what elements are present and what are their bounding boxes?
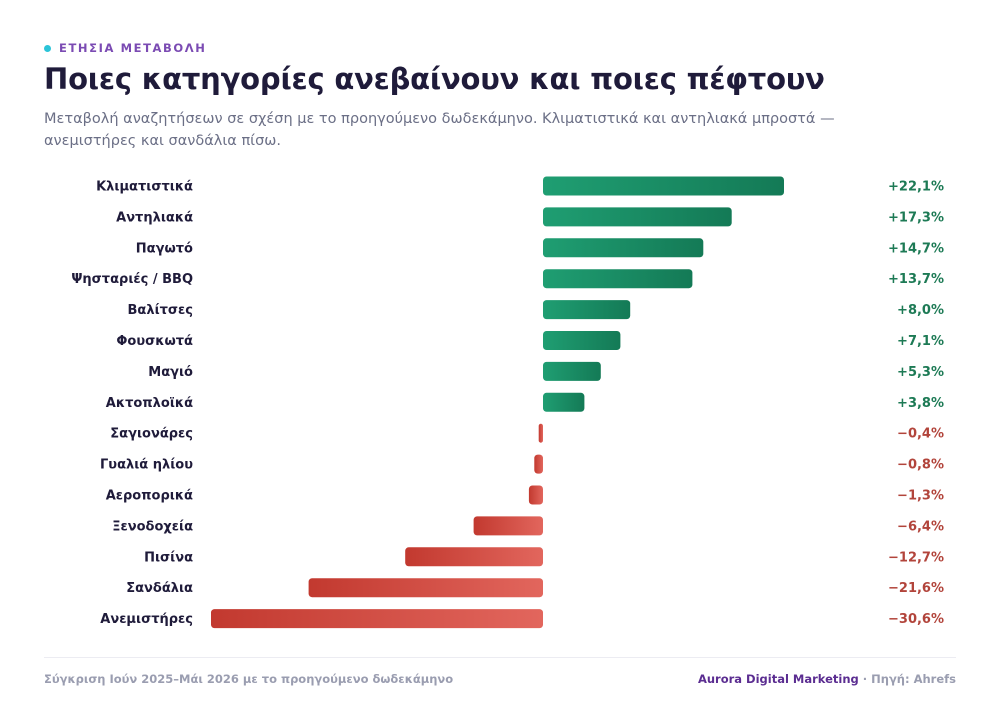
value-label: +22,1% bbox=[888, 180, 944, 195]
bar-chart: Κλιματιστικά +22,1% Αντηλιακά +17,3% Παγωτό +… bbox=[71, 176, 944, 629]
bar bbox=[211, 609, 543, 629]
category-label: Πισίνα bbox=[144, 550, 193, 565]
value-label: +3,8% bbox=[897, 396, 944, 411]
bar bbox=[543, 300, 631, 320]
brand-name: Aurora Digital Marketing bbox=[697, 672, 859, 686]
bars-group: Κλιματιστικά +22,1% Αντηλιακά +17,3% Παγωτό +… bbox=[71, 176, 944, 629]
category-label: Μαγιό bbox=[148, 365, 193, 380]
bar bbox=[543, 269, 693, 289]
footer-divider bbox=[44, 657, 956, 658]
bar bbox=[543, 238, 704, 258]
value-label: +7,1% bbox=[897, 334, 944, 349]
category-label: Ακτοπλοϊκά bbox=[106, 396, 193, 411]
bar bbox=[538, 423, 543, 443]
bar bbox=[528, 485, 543, 505]
value-label: −30,6% bbox=[888, 612, 944, 627]
eyebrow-label: ΕΤΗΣΙΑ ΜΕΤΑΒΟΛΗ bbox=[59, 41, 207, 55]
category-label: Κλιματιστικά bbox=[96, 180, 193, 195]
chart-title: Ποιες κατηγορίες ανεβαίνουν και ποιες πέ… bbox=[44, 62, 825, 96]
category-label: Ξενοδοχεία bbox=[112, 519, 193, 534]
bar bbox=[543, 176, 784, 196]
source-label: · Πηγή: Ahrefs bbox=[858, 672, 956, 686]
bar bbox=[473, 516, 543, 536]
category-label: Σανδάλια bbox=[126, 581, 193, 596]
value-label: −6,4% bbox=[897, 519, 944, 534]
value-label: −0,8% bbox=[897, 458, 944, 473]
category-label: Ανεμιστήρες bbox=[100, 612, 193, 627]
category-label: Παγωτό bbox=[136, 241, 193, 256]
bar bbox=[543, 207, 732, 227]
bar bbox=[534, 454, 543, 474]
category-label: Φουσκωτά bbox=[116, 334, 193, 349]
value-label: −1,3% bbox=[897, 489, 944, 504]
value-label: −12,7% bbox=[888, 550, 944, 565]
value-label: −21,6% bbox=[888, 581, 944, 596]
eyebrow-dot-icon bbox=[44, 44, 51, 52]
category-label: Αεροπορικά bbox=[106, 489, 193, 504]
value-label: +14,7% bbox=[888, 241, 944, 256]
bar bbox=[543, 331, 621, 350]
category-label: Αντηλιακά bbox=[116, 210, 193, 225]
bar bbox=[308, 578, 543, 598]
footer-period: Σύγκριση Ιούν 2025–Μάι 2026 με το προηγο… bbox=[44, 672, 454, 686]
value-label: −0,4% bbox=[897, 427, 944, 442]
category-label: Γυαλιά ηλίου bbox=[100, 458, 193, 473]
value-label: +13,7% bbox=[888, 272, 944, 287]
value-label: +8,0% bbox=[897, 303, 944, 318]
chart-subtitle: Μεταβολή αναζητήσεων σε σχέση με το προη… bbox=[44, 111, 835, 149]
category-label: Βαλίτσες bbox=[128, 303, 194, 318]
value-label: +5,3% bbox=[897, 365, 944, 380]
category-label: Σαγιονάρες bbox=[110, 427, 193, 442]
eyebrow: ΕΤΗΣΙΑ ΜΕΤΑΒΟΛΗ bbox=[44, 41, 206, 55]
bar bbox=[543, 361, 601, 381]
category-label: Ψησταριές / BBQ bbox=[71, 272, 193, 287]
value-label: +17,3% bbox=[888, 210, 944, 225]
footer-credit: Aurora Digital Marketing · Πηγή: Ahrefs bbox=[698, 672, 956, 686]
bar bbox=[543, 392, 585, 412]
bar bbox=[405, 547, 543, 567]
